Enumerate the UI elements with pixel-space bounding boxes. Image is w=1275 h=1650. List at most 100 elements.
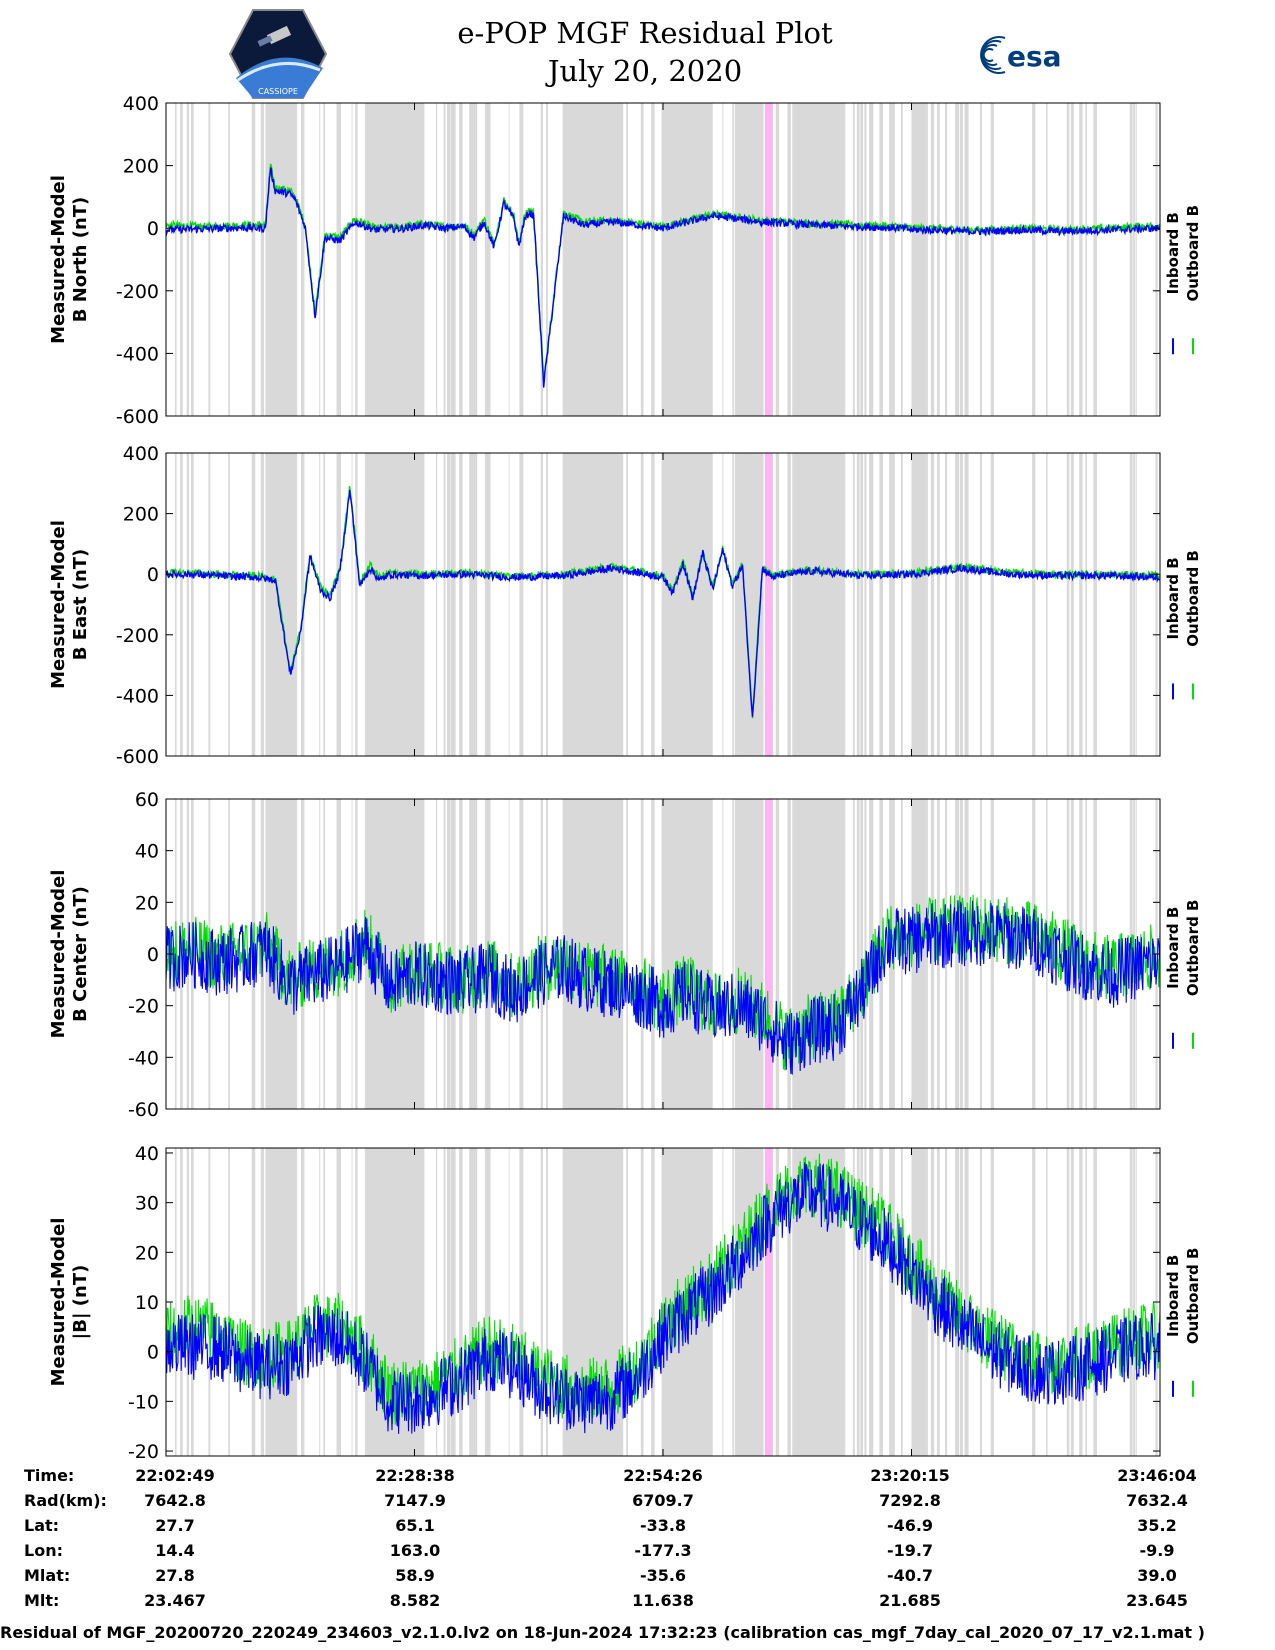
highlight-band	[764, 103, 773, 416]
shade-stripe	[626, 453, 629, 756]
shade-stripe	[930, 103, 932, 416]
info-row-label: Lat:	[24, 1516, 60, 1535]
shade-stripe	[1155, 103, 1158, 416]
y-tick-label: 40	[135, 1143, 159, 1165]
shade-stripe	[351, 1148, 353, 1456]
y-tick-label: -600	[116, 746, 159, 768]
shade-stripe	[641, 103, 644, 416]
shade-stripe	[336, 453, 340, 756]
shade-stripe	[540, 103, 543, 416]
shade-block	[663, 453, 713, 756]
esa-logo-text: esa	[1007, 40, 1062, 73]
shade-stripe	[1129, 103, 1133, 416]
info-cell: 7632.4	[1126, 1491, 1188, 1510]
shade-stripe	[980, 453, 982, 756]
shade-stripe	[964, 103, 967, 416]
shade-block	[911, 1148, 927, 1456]
shade-stripe	[734, 453, 738, 756]
info-cell: 58.9	[395, 1566, 435, 1585]
shade-stripe	[1066, 1148, 1070, 1456]
shade-stripe	[787, 103, 791, 416]
shade-stripe	[844, 103, 846, 416]
shade-stripe	[1079, 103, 1083, 416]
shade-stripe	[252, 1148, 255, 1456]
shade-stripe	[228, 453, 230, 756]
shade-stripe	[450, 103, 453, 416]
info-cell: -35.6	[639, 1566, 687, 1585]
y-axis-label-line: Measured-Model	[48, 1218, 69, 1387]
shade-stripe	[965, 103, 969, 416]
y-tick-label: 60	[135, 789, 159, 811]
shade-stripe	[980, 1148, 982, 1456]
shade-stripe	[1066, 453, 1070, 756]
shade-stripe	[961, 453, 963, 756]
shade-stripe	[355, 1148, 358, 1456]
shade-stripe	[180, 1148, 183, 1456]
shade-stripe	[964, 799, 967, 1109]
shade-stripe	[301, 799, 305, 1109]
shade-stripe	[351, 453, 353, 756]
shade-stripe	[856, 103, 860, 416]
legend-label-outboard-b: Outboard B	[1184, 1248, 1202, 1345]
shade-block	[911, 103, 927, 416]
shade-block	[663, 799, 713, 1109]
legend-label-inboard-b: Inboard B	[1164, 1255, 1182, 1337]
shade-stripe	[879, 453, 884, 756]
y-tick-label: -600	[116, 406, 159, 428]
shade-stripe	[452, 799, 456, 1109]
shade-stripe	[841, 799, 845, 1109]
y-tick-label: -200	[116, 281, 159, 303]
info-cell: 22:02:49	[135, 1466, 215, 1485]
shade-stripe	[180, 103, 183, 416]
info-cell: 23.645	[1126, 1591, 1188, 1610]
y-tick-label: 0	[147, 944, 159, 966]
info-cell: 39.0	[1137, 1566, 1177, 1585]
y-axis-label-line: B East (nT)	[70, 549, 91, 661]
shade-stripe	[1079, 453, 1083, 756]
shade-stripe	[964, 1148, 967, 1456]
shade-stripe	[208, 1148, 211, 1456]
shade-stripe	[775, 453, 779, 756]
info-cell: 11.638	[632, 1591, 694, 1610]
info-row-label: Mlat:	[24, 1566, 71, 1585]
shade-stripe	[459, 1148, 463, 1456]
shade-stripe	[446, 453, 451, 756]
shade-stripe	[964, 453, 967, 756]
shade-stripe	[487, 103, 491, 416]
shade-stripe	[777, 453, 780, 756]
info-cell: 27.7	[155, 1516, 195, 1535]
y-tick-label: -40	[128, 1047, 159, 1069]
shade-stripe	[856, 1148, 860, 1456]
legend-label-outboard-b: Outboard B	[1184, 205, 1202, 302]
shade-stripe	[469, 1148, 473, 1456]
shade-stripe	[891, 1148, 895, 1456]
shade-stripe	[452, 103, 456, 416]
shade-stripe	[926, 103, 928, 416]
shade-stripe	[1032, 799, 1036, 1109]
shade-stripe	[626, 1148, 629, 1456]
info-cell: 35.2	[1137, 1516, 1177, 1535]
y-axis-label-line: B North (nT)	[70, 197, 91, 323]
info-row: Lat: 27.7 65.1 -33.8 -46.9 35.2	[0, 1516, 1275, 1541]
shade-stripe	[732, 799, 734, 1109]
shade-stripe	[484, 1148, 488, 1456]
y-tick-label: 20	[135, 1242, 159, 1264]
shade-block	[563, 799, 624, 1109]
orbit-info-table: Time: 22:02:49 22:28:38 22:54:26 23:20:15 23:…	[0, 1466, 1275, 1616]
shade-stripe	[545, 103, 548, 416]
shade-stripe	[471, 453, 475, 756]
shade-stripe	[734, 1148, 738, 1456]
y-tick-label: 0	[147, 564, 159, 586]
info-cell: -46.9	[886, 1516, 934, 1535]
shade-stripe	[889, 453, 892, 756]
shade-stripe	[1070, 1148, 1074, 1456]
shade-stripe	[1085, 1148, 1088, 1456]
info-row: Mlt: 23.467 8.582 11.638 21.685 23.645	[0, 1591, 1275, 1616]
shade-stripe	[841, 103, 845, 416]
legend-label-outboard-b: Outboard B	[1184, 900, 1202, 997]
info-cell: 7292.8	[879, 1491, 941, 1510]
y-tick-label: 0	[147, 218, 159, 240]
series-inboard-b	[165, 900, 1161, 1075]
shade-stripe	[860, 103, 863, 416]
legend-label-outboard-b: Outboard B	[1184, 550, 1202, 647]
